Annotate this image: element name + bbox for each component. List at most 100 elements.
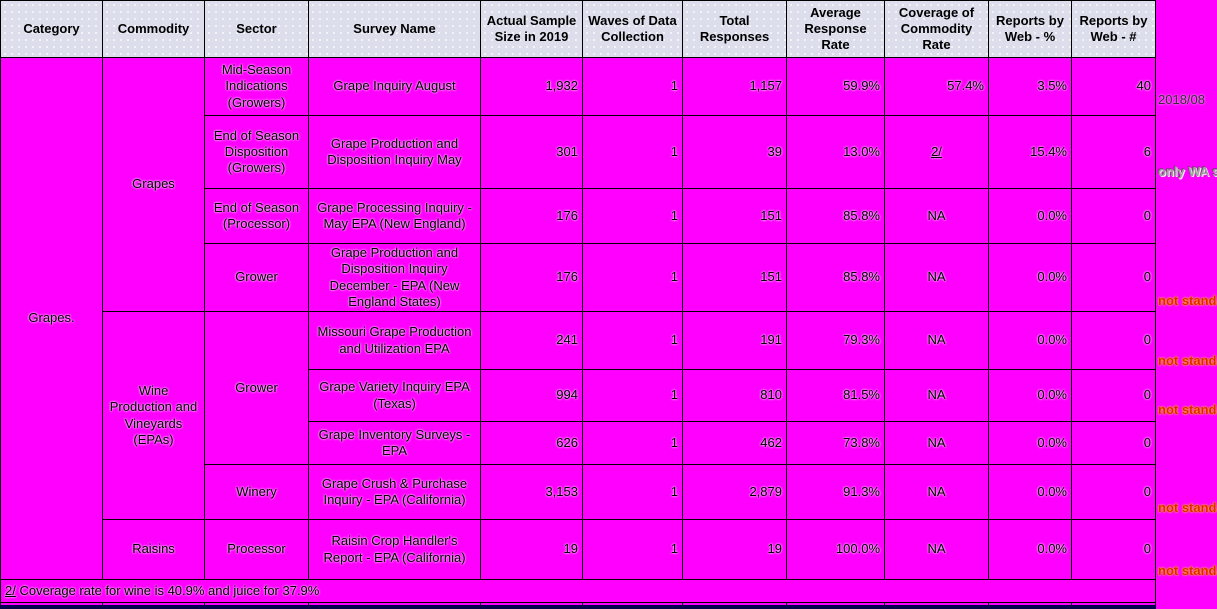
cell-responses[interactable]: 19 [682, 519, 787, 580]
cell-responses[interactable]: 151 [682, 243, 787, 312]
cell-responses[interactable]: 2,879 [682, 464, 787, 520]
cell-survey[interactable]: Grape Production and Disposition Inquiry… [308, 115, 481, 189]
cell-responses[interactable]: 462 [682, 421, 787, 465]
cell-web-num[interactable]: 40 [1071, 57, 1156, 116]
cell-coverage[interactable]: NA [884, 464, 989, 520]
cell-survey[interactable]: Grape Production and Disposition Inquiry… [308, 243, 481, 312]
cell-avg-rate[interactable]: 85.8% [786, 243, 885, 312]
cell-web-num[interactable]: 0 [1071, 421, 1156, 465]
cell-responses[interactable]: 810 [682, 369, 787, 422]
cell-web-pct[interactable]: 0.0% [988, 421, 1072, 465]
cell-sector[interactable]: End of Season (Processor) [204, 188, 309, 244]
header-coverage-rate[interactable]: Coverage of Commodity Rate [884, 0, 989, 58]
cell-web-num[interactable]: 0 [1071, 243, 1156, 312]
cell-web-num[interactable]: 0 [1071, 369, 1156, 422]
cell-web-pct[interactable]: 0.0% [988, 519, 1072, 580]
cell-coverage[interactable]: NA [884, 519, 989, 580]
cell-waves[interactable]: 1 [582, 519, 683, 580]
cell-coverage[interactable]: NA [884, 311, 989, 370]
cell-sample[interactable]: 19 [480, 519, 583, 580]
cell-avg-rate[interactable]: 73.8% [786, 421, 885, 465]
table-row: Grower Grape Production and Disposition … [1, 243, 1156, 312]
header-avg-response-rate[interactable]: Average Response Rate [786, 0, 885, 58]
cell-avg-rate[interactable]: 100.0% [786, 519, 885, 580]
cell-waves[interactable]: 1 [582, 243, 683, 312]
cell-avg-rate[interactable]: 59.9% [786, 57, 885, 116]
cell-web-pct[interactable]: 3.5% [988, 57, 1072, 116]
cell-avg-rate[interactable]: 79.3% [786, 311, 885, 370]
cell-sample[interactable]: 301 [480, 115, 583, 189]
cell-avg-rate[interactable]: 13.0% [786, 115, 885, 189]
cell-web-pct[interactable]: 0.0% [988, 311, 1072, 370]
cell-survey[interactable]: Grape Inquiry August [308, 57, 481, 116]
cell-commodity-wine[interactable]: Wine Production and Vineyards (EPAs) [102, 311, 205, 520]
margin-note: not standa [1158, 563, 1217, 578]
header-web-num[interactable]: Reports by Web - # [1071, 0, 1156, 58]
cell-sector[interactable]: Mid-Season Indications (Growers) [204, 57, 309, 116]
cell-responses[interactable]: 151 [682, 188, 787, 244]
cell-coverage-footnote-ref[interactable]: 2/ [884, 115, 989, 189]
cell-sample[interactable]: 176 [480, 188, 583, 244]
cell-avg-rate[interactable]: 85.8% [786, 188, 885, 244]
cell-commodity-raisins[interactable]: Raisins [102, 519, 205, 580]
cell-sample[interactable]: 176 [480, 243, 583, 312]
cell-web-pct[interactable]: 0.0% [988, 369, 1072, 422]
cell-waves[interactable]: 1 [582, 369, 683, 422]
cell-web-num[interactable]: 0 [1071, 311, 1156, 370]
cell-web-pct[interactable]: 0.0% [988, 464, 1072, 520]
cell-avg-rate[interactable]: 91.3% [786, 464, 885, 520]
cell-category[interactable]: Grapes. [0, 57, 103, 580]
cell-responses[interactable]: 1,157 [682, 57, 787, 116]
cell-sample[interactable]: 241 [480, 311, 583, 370]
cell-sector[interactable]: Grower [204, 243, 309, 312]
cell-sector[interactable]: Processor [204, 519, 309, 580]
cell-web-pct[interactable]: 0.0% [988, 243, 1072, 312]
cell-sample[interactable]: 994 [480, 369, 583, 422]
header-category[interactable]: Category [0, 0, 103, 58]
cell-web-num[interactable]: 0 [1071, 464, 1156, 520]
cell-coverage[interactable]: NA [884, 369, 989, 422]
cell-waves[interactable]: 1 [582, 115, 683, 189]
header-sample-size[interactable]: Actual Sample Size in 2019 [480, 0, 583, 58]
cell-survey[interactable]: Raisin Crop Handler's Report - EPA (Cali… [308, 519, 481, 580]
cell-web-num[interactable]: 0 [1071, 188, 1156, 244]
header-survey-name[interactable]: Survey Name [308, 0, 481, 58]
cell-web-pct[interactable]: 0.0% [988, 188, 1072, 244]
header-total-responses[interactable]: Total Responses [682, 0, 787, 58]
cell-waves[interactable]: 1 [582, 421, 683, 465]
cell-waves[interactable]: 1 [582, 464, 683, 520]
cell-coverage[interactable]: NA [884, 188, 989, 244]
cell-survey[interactable]: Grape Variety Inquiry EPA (Texas) [308, 369, 481, 422]
cell-coverage[interactable]: 57.4% [884, 57, 989, 116]
header-sector[interactable]: Sector [204, 0, 309, 58]
cell-survey[interactable]: Grape Crush & Purchase Inquiry - EPA (Ca… [308, 464, 481, 520]
header-web-pct[interactable]: Reports by Web - % [988, 0, 1072, 58]
cell-avg-rate[interactable]: 81.5% [786, 369, 885, 422]
cell-survey[interactable]: Grape Inventory Surveys - EPA [308, 421, 481, 465]
cell-web-num[interactable]: 0 [1071, 519, 1156, 580]
cell-sample[interactable]: 626 [480, 421, 583, 465]
cell-survey[interactable]: Grape Processing Inquiry - May EPA (New … [308, 188, 481, 244]
cell-sector[interactable]: End of Season Disposition (Growers) [204, 115, 309, 189]
table-row: Raisins Processor Raisin Crop Handler's … [1, 519, 1156, 580]
cell-web-pct[interactable]: 15.4% [988, 115, 1072, 189]
header-commodity[interactable]: Commodity [102, 0, 205, 58]
table-row: Wine Production and Vineyards (EPAs) Gro… [1, 311, 1156, 520]
cell-commodity-grapes[interactable]: Grapes [102, 57, 205, 312]
cell-responses[interactable]: 191 [682, 311, 787, 370]
cell-waves[interactable]: 1 [582, 188, 683, 244]
cell-waves[interactable]: 1 [582, 311, 683, 370]
cell-waves[interactable]: 1 [582, 57, 683, 116]
cell-coverage[interactable]: NA [884, 243, 989, 312]
footnote-cell[interactable]: 2/ Coverage rate for wine is 40.9% and j… [0, 579, 1156, 603]
cell-web-num[interactable]: 6 [1071, 115, 1156, 189]
cell-survey[interactable]: Missouri Grape Production and Utilizatio… [308, 311, 481, 370]
header-waves[interactable]: Waves of Data Collection [582, 0, 683, 58]
cell-sample[interactable]: 3,153 [480, 464, 583, 520]
cell-coverage[interactable]: NA [884, 421, 989, 465]
cell-sample[interactable]: 1,932 [480, 57, 583, 116]
cell-sector-grower[interactable]: Grower [204, 311, 309, 465]
cell-sector[interactable]: Winery [204, 464, 309, 520]
cell-responses[interactable]: 39 [682, 115, 787, 189]
